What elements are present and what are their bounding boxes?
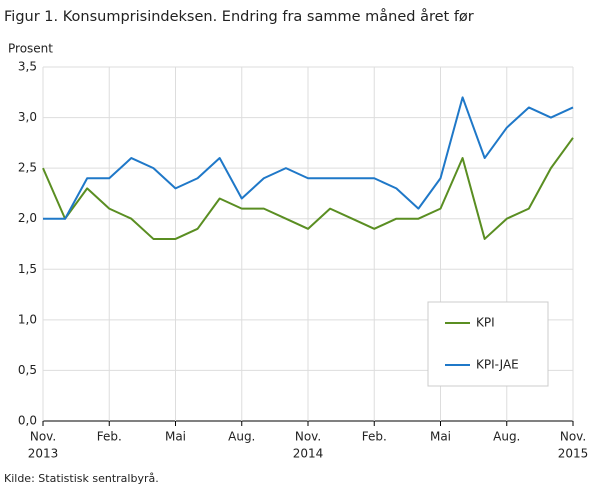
y-tick-label: 0,0 (18, 414, 37, 428)
x-tick-label: Nov. (30, 430, 56, 444)
x-tick-year: 2013 (28, 447, 59, 461)
x-tick-label: Nov. (560, 430, 586, 444)
x-tick-label: Aug. (228, 430, 255, 444)
x-tick-label: Mai (430, 430, 451, 444)
x-tick-year: 2014 (293, 447, 324, 461)
x-tick-label: Aug. (493, 430, 520, 444)
legend-box (427, 301, 549, 387)
y-tick-label: 1,5 (18, 262, 37, 276)
y-tick-label: 3,0 (18, 110, 37, 124)
x-tick-label: Feb. (97, 430, 122, 444)
y-tick-label: 0,5 (18, 363, 37, 377)
chart-title: Figur 1. Konsumprisindeksen. Endring fra… (4, 8, 474, 25)
line-series (42, 137, 574, 240)
line-series (43, 96, 574, 220)
y-axis-label: Prosent (8, 42, 53, 56)
x-tick-label: Mai (165, 430, 186, 444)
x-tick-label: Feb. (362, 430, 387, 444)
legend-label: KPI (476, 316, 495, 330)
y-tick-label: 2,0 (18, 211, 37, 225)
y-tick-label: 3,5 (18, 60, 37, 74)
legend-label: KPI-JAE (476, 358, 519, 372)
x-tick-label: Nov. (295, 430, 321, 444)
y-tick-label: 1,0 (18, 312, 37, 326)
x-tick-year: 2015 (558, 447, 589, 461)
source: Kilde: Statistisk sentralbyrå. (4, 472, 159, 485)
y-tick-label: 2,5 (18, 161, 37, 175)
